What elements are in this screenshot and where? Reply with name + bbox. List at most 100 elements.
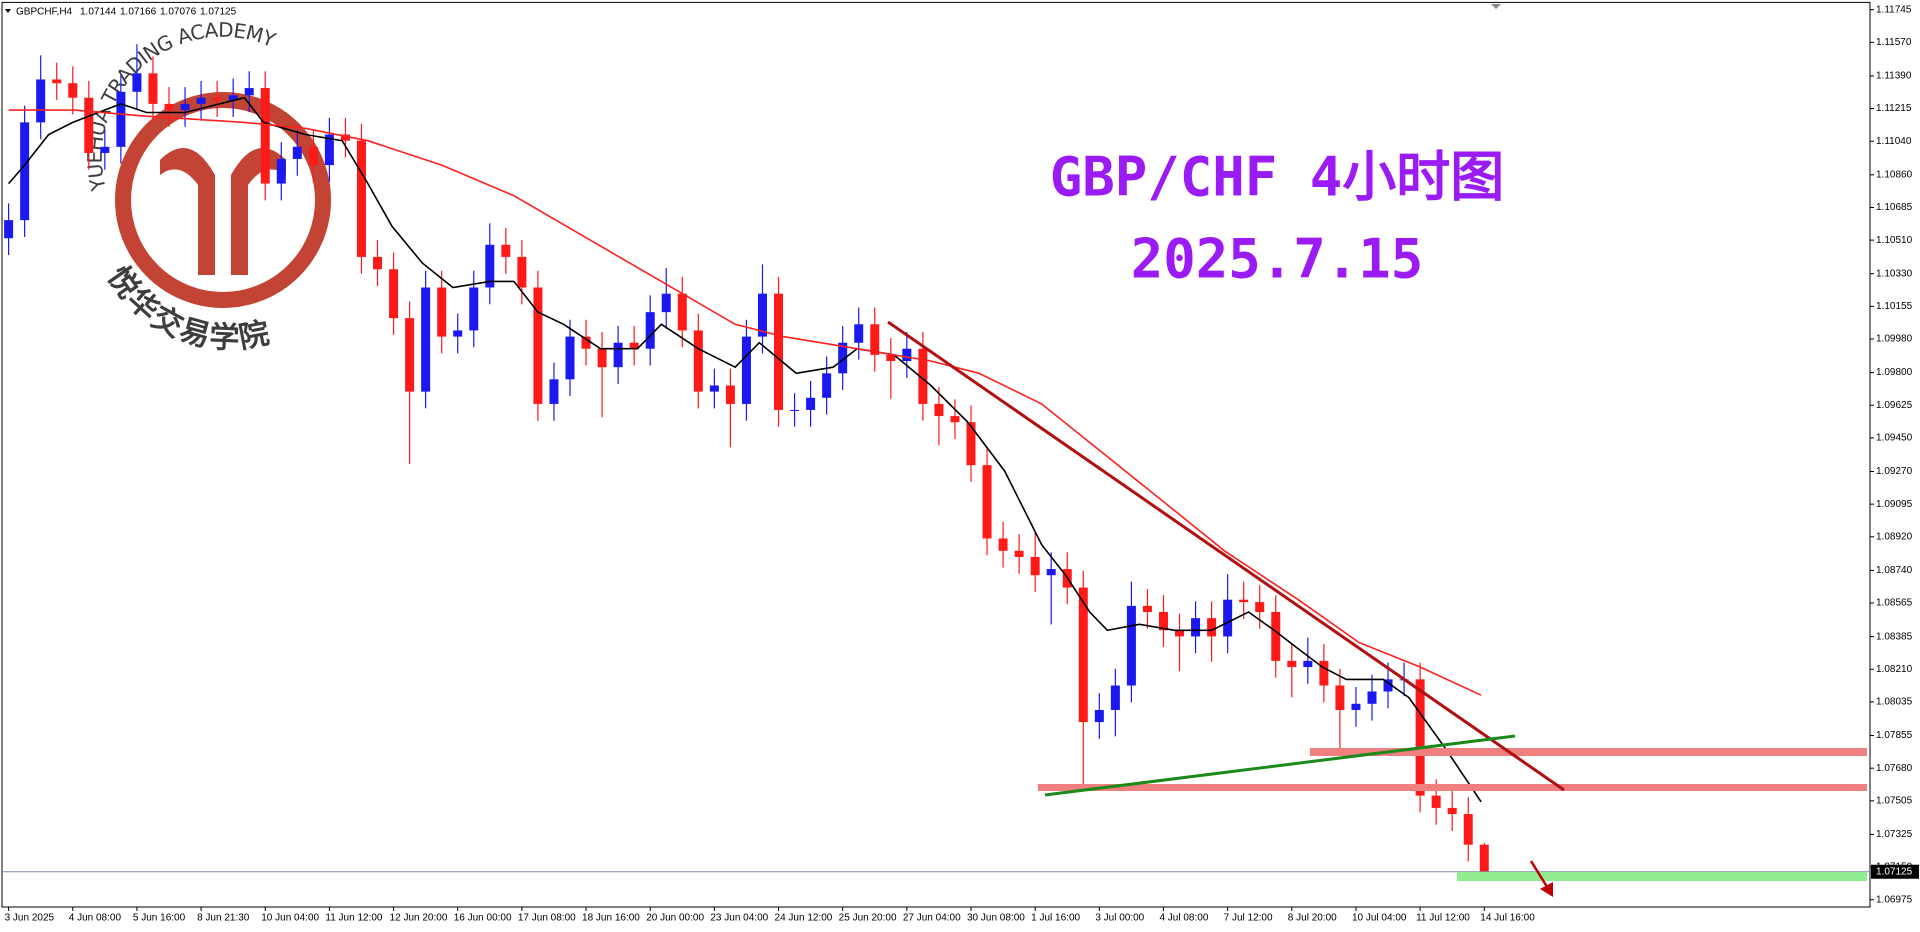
- y-tick-label: 1.06975: [1876, 894, 1913, 905]
- y-tick-label: 1.08385: [1876, 631, 1913, 642]
- plot-frame: [1, 1, 1871, 908]
- candle-body: [1191, 618, 1201, 637]
- candle-body: [260, 88, 270, 184]
- candle-body: [645, 312, 655, 349]
- candle-body: [1447, 807, 1457, 815]
- candle-body: [196, 97, 206, 104]
- y-tick-label: 1.11570: [1876, 37, 1912, 48]
- x-tick-label: 5 Jun 16:00: [133, 913, 186, 924]
- candle-body: [613, 342, 623, 368]
- y-tick-label: 1.11215: [1876, 103, 1912, 114]
- candle-body: [774, 293, 784, 410]
- x-tick-label: 16 Jun 00:00: [454, 913, 512, 924]
- candle-body: [1110, 685, 1120, 710]
- candle-body: [405, 318, 415, 392]
- header-low: 1.07076: [160, 7, 197, 18]
- candle-body: [212, 97, 222, 101]
- candle-body: [1303, 660, 1313, 668]
- y-tick-label: 1.11745: [1876, 4, 1912, 15]
- candle-body: [308, 146, 318, 166]
- candle-body: [1046, 569, 1056, 576]
- candle-body: [854, 324, 864, 343]
- menu-icon[interactable]: [5, 9, 11, 13]
- x-tick-label: 30 Jun 08:00: [967, 913, 1025, 924]
- candle-body: [1271, 611, 1281, 661]
- candle-body: [1094, 709, 1104, 723]
- candle-body: [1078, 587, 1088, 723]
- x-tick-label: 17 Jun 08:00: [518, 913, 576, 924]
- support-zone: [1457, 872, 1867, 881]
- y-tick-label: 1.07505: [1876, 795, 1913, 806]
- candle-body: [1142, 605, 1152, 612]
- candle-body: [228, 95, 238, 101]
- y-tick-label: 1.08035: [1876, 697, 1913, 708]
- candle-body: [68, 83, 78, 98]
- y-tick-label: 1.10330: [1876, 268, 1913, 279]
- y-tick-label: 1.07325: [1876, 829, 1913, 840]
- x-tick-label: 27 Jun 04:00: [903, 913, 961, 924]
- logo-ring: [115, 92, 331, 308]
- y-tick-label: 1.10155: [1876, 301, 1913, 312]
- candle-body: [1463, 814, 1473, 845]
- candle-body: [1287, 660, 1297, 668]
- x-tick-label: 23 Jun 04:00: [710, 913, 768, 924]
- x-tick-label: 8 Jun 21:30: [197, 913, 250, 924]
- candle-body: [533, 287, 543, 404]
- candle-body: [292, 146, 302, 159]
- candle-body: [838, 342, 848, 374]
- x-tick-label: 1 Jul 16:00: [1031, 913, 1080, 924]
- candle-body: [998, 538, 1008, 551]
- x-tick-label: 3 Jul 00:00: [1095, 913, 1144, 924]
- candle-body: [36, 79, 46, 123]
- y-tick-label: 1.08920: [1876, 531, 1913, 542]
- candle-body: [116, 91, 126, 147]
- candle-body: [1126, 605, 1136, 686]
- candle-body: [1175, 630, 1185, 637]
- candle-body: [1239, 599, 1249, 603]
- candle-body: [581, 336, 591, 349]
- arrow-line: [1529, 860, 1551, 891]
- candle-body: [1479, 844, 1489, 872]
- price-label: 1.07125: [1876, 866, 1913, 877]
- arrow-head: [1540, 882, 1553, 897]
- candle-body: [485, 244, 495, 288]
- candle-body: [677, 293, 687, 331]
- candle-body: [244, 88, 254, 96]
- candle-body: [934, 403, 944, 417]
- x-tick-label: 11 Jul 12:00: [1416, 913, 1470, 924]
- candle-body: [324, 134, 334, 166]
- candle-body: [453, 330, 463, 337]
- candle-body: [4, 220, 14, 239]
- candle-body: [20, 122, 30, 221]
- candle-body: [276, 158, 286, 184]
- candle-body: [1367, 691, 1377, 704]
- y-tick-label: 1.09800: [1876, 367, 1913, 378]
- candle-body: [966, 422, 976, 466]
- candle-body: [1014, 550, 1024, 557]
- candle-body: [661, 293, 671, 313]
- candle-body: [1158, 611, 1168, 631]
- candle-body: [950, 416, 960, 423]
- x-tick-label: 11 Jun 12:00: [325, 913, 383, 924]
- y-tick-label: 1.09625: [1876, 400, 1913, 411]
- candle-body: [1223, 599, 1233, 637]
- candle-body: [52, 79, 62, 84]
- x-tick-label: 12 Jun 20:00: [390, 913, 448, 924]
- x-tick-label: 10 Jul 04:00: [1352, 913, 1407, 924]
- x-tick-label: 10 Jun 04:00: [261, 913, 319, 924]
- candle-body: [1207, 618, 1217, 637]
- candle-body: [725, 385, 735, 404]
- x-tick-label: 4 Jul 08:00: [1159, 913, 1208, 924]
- candle-body: [84, 97, 94, 153]
- header-high: 1.07166: [120, 7, 157, 18]
- chart-subtitle: 2025.7.15: [1131, 228, 1424, 291]
- candle-body: [437, 287, 447, 337]
- x-tick-label: 7 Jul 12:00: [1224, 913, 1273, 924]
- scroll-marker: [1491, 4, 1501, 9]
- chart-title: GBP/CHF 4小时图: [1050, 146, 1505, 209]
- candle-body: [1383, 679, 1393, 692]
- candle-body: [1319, 660, 1329, 686]
- candle-body: [501, 244, 511, 257]
- resistance-zone: [1038, 784, 1867, 791]
